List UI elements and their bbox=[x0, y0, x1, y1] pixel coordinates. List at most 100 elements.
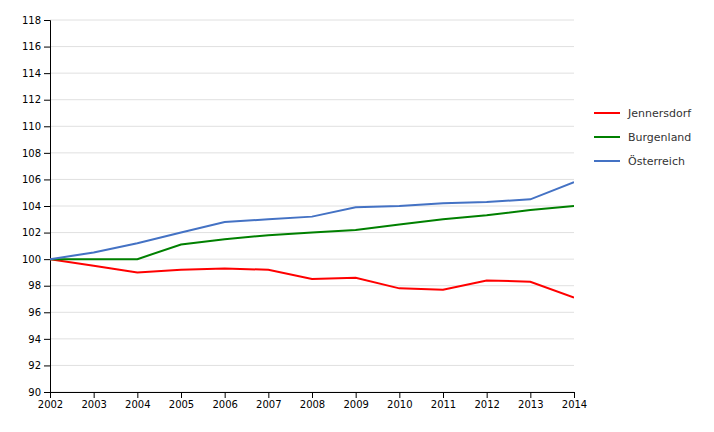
y-tick-label: 118 bbox=[22, 15, 41, 26]
legend-item: Jennersdorf bbox=[594, 107, 692, 120]
legend: Jennersdorf Burgenland Österreich bbox=[594, 107, 692, 168]
y-axis: 9092949698100102104106108110112114116118 bbox=[22, 15, 51, 398]
y-tick-label: 108 bbox=[22, 148, 41, 159]
y-tick-label: 112 bbox=[22, 94, 41, 105]
y-tick: 106 bbox=[22, 174, 50, 185]
x-tick: 2003 bbox=[81, 392, 106, 410]
x-tick-mark bbox=[487, 392, 488, 398]
legend-swatch bbox=[594, 160, 620, 162]
x-axis-line bbox=[51, 393, 575, 399]
grid-line bbox=[50, 152, 574, 153]
x-tick-label: 2008 bbox=[300, 399, 325, 410]
y-tick-mark bbox=[44, 259, 50, 260]
legend-swatch bbox=[594, 112, 620, 114]
grid bbox=[50, 20, 574, 392]
x-tick-label: 2012 bbox=[474, 399, 499, 410]
x-tick-label: 2005 bbox=[169, 399, 194, 410]
x-tick-mark bbox=[399, 392, 400, 398]
x-tick-mark bbox=[443, 392, 444, 398]
y-tick-label: 102 bbox=[22, 227, 41, 238]
x-tick-label: 2002 bbox=[38, 399, 63, 410]
x-tick-label: 2009 bbox=[343, 399, 368, 410]
y-tick-mark bbox=[44, 312, 50, 313]
x-tick-mark bbox=[137, 392, 138, 398]
x-tick-mark bbox=[574, 392, 575, 398]
y-tick: 90 bbox=[28, 387, 50, 398]
legend-label: Österreich bbox=[628, 155, 685, 168]
y-tick: 102 bbox=[22, 227, 50, 238]
y-tick: 100 bbox=[22, 254, 50, 265]
y-tick-mark bbox=[44, 339, 50, 340]
legend-item: Burgenland bbox=[594, 131, 691, 144]
x-tick-mark bbox=[530, 392, 531, 398]
grid-line bbox=[50, 20, 574, 21]
grid-line bbox=[50, 179, 574, 180]
x-tick-label: 2014 bbox=[562, 399, 587, 410]
x-tick: 2013 bbox=[518, 392, 543, 410]
x-tick-mark bbox=[312, 392, 313, 398]
legend-swatch bbox=[594, 136, 620, 138]
y-tick: 112 bbox=[22, 94, 50, 105]
y-tick-mark bbox=[44, 286, 50, 287]
x-tick-label: 2003 bbox=[81, 399, 106, 410]
y-tick-label: 92 bbox=[28, 360, 41, 371]
y-tick: 104 bbox=[22, 201, 50, 212]
x-tick: 2012 bbox=[474, 392, 499, 410]
y-tick-mark bbox=[44, 153, 50, 154]
y-tick-mark bbox=[44, 73, 50, 74]
plot: 2002 2003 2004 2005 2006 2007 2008 2009 2010 2011… bbox=[22, 15, 692, 410]
series-line bbox=[50, 182, 574, 259]
y-tick-mark bbox=[44, 179, 50, 180]
y-tick-label: 116 bbox=[22, 41, 41, 52]
y-tick: 94 bbox=[28, 334, 50, 345]
x-tick-label: 2006 bbox=[212, 399, 237, 410]
y-tick: 118 bbox=[22, 15, 50, 26]
x-tick: 2010 bbox=[387, 392, 412, 410]
grid-line bbox=[50, 312, 574, 313]
x-tick-label: 2013 bbox=[518, 399, 543, 410]
y-tick-mark bbox=[44, 365, 50, 366]
y-tick-label: 104 bbox=[22, 201, 41, 212]
y-tick-label: 90 bbox=[28, 387, 41, 398]
x-tick-mark bbox=[225, 392, 226, 398]
x-tick: 2002 bbox=[38, 392, 63, 410]
grid-line bbox=[50, 73, 574, 74]
x-tick-mark bbox=[268, 392, 269, 398]
x-tick: 2014 bbox=[562, 392, 587, 410]
y-tick: 98 bbox=[28, 280, 50, 291]
grid-line bbox=[50, 206, 574, 207]
y-tick-label: 96 bbox=[28, 307, 41, 318]
grid-line bbox=[50, 46, 574, 47]
y-tick-mark bbox=[44, 206, 50, 207]
x-tick-label: 2011 bbox=[431, 399, 456, 410]
x-tick-mark bbox=[94, 392, 95, 398]
x-tick-label: 2010 bbox=[387, 399, 412, 410]
y-tick: 96 bbox=[28, 307, 50, 318]
y-tick: 92 bbox=[28, 360, 50, 371]
x-tick: 2007 bbox=[256, 392, 281, 410]
series-line bbox=[50, 206, 574, 259]
grid-line bbox=[50, 338, 574, 339]
y-tick: 116 bbox=[22, 41, 50, 52]
x-tick-mark bbox=[181, 392, 182, 398]
y-tick-label: 106 bbox=[22, 174, 41, 185]
x-tick: 2006 bbox=[212, 392, 237, 410]
x-tick: 2004 bbox=[125, 392, 150, 410]
y-tick-mark bbox=[44, 233, 50, 234]
legend-label: Jennersdorf bbox=[627, 107, 692, 120]
grid-line bbox=[50, 285, 574, 286]
y-tick-mark bbox=[44, 20, 50, 21]
y-tick-mark bbox=[44, 392, 50, 393]
legend-label: Burgenland bbox=[628, 131, 691, 144]
x-axis: 2002 2003 2004 2005 2006 2007 2008 2009 2010 2011… bbox=[38, 392, 587, 410]
chart: 2002 2003 2004 2005 2006 2007 2008 2009 2010 2011… bbox=[0, 0, 714, 432]
grid-line bbox=[50, 99, 574, 100]
y-tick-mark bbox=[44, 100, 50, 101]
x-tick-mark bbox=[356, 392, 357, 398]
x-tick-label: 2007 bbox=[256, 399, 281, 410]
y-tick-mark bbox=[44, 126, 50, 127]
y-tick-label: 94 bbox=[28, 334, 41, 345]
y-tick: 108 bbox=[22, 148, 50, 159]
grid-line bbox=[50, 365, 574, 366]
x-tick: 2008 bbox=[300, 392, 325, 410]
